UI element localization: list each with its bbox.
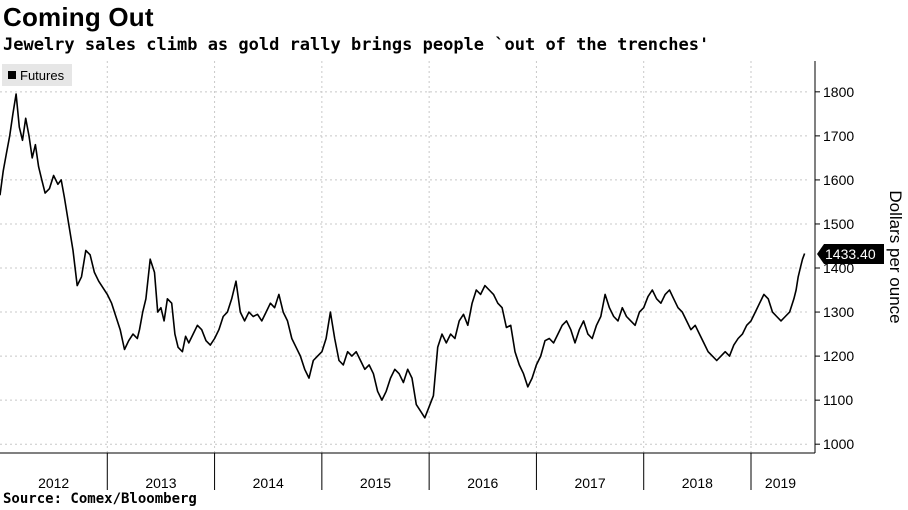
x-tick-label: 2015 — [360, 475, 391, 491]
legend: Futures — [2, 64, 72, 86]
y-axis-label: Dollars per ounce — [886, 190, 905, 323]
chart-title: Coming Out — [3, 2, 154, 32]
y-tick-label: 1200 — [823, 348, 854, 364]
chart-subtitle: Jewelry sales climb as gold rally brings… — [3, 35, 710, 55]
last-value-callout: 1433.40 — [817, 244, 884, 264]
x-tick-label: 2013 — [145, 475, 176, 491]
legend-swatch — [8, 71, 16, 79]
x-tick-label: 2014 — [253, 475, 284, 491]
plot-area — [0, 61, 810, 453]
y-axis-ticks: 1000 1100 1200 1300 1400 1500 1600 1700 1800 — [815, 84, 854, 452]
last-value-label: 1433.40 — [825, 246, 876, 262]
y-tick-label: 1600 — [823, 172, 854, 188]
x-tick-label: 2016 — [467, 475, 498, 491]
y-tick-label: 1700 — [823, 128, 854, 144]
x-tick-label: 2017 — [574, 475, 605, 491]
last-value-callout-shape — [817, 244, 884, 264]
y-tick-label: 1800 — [823, 84, 854, 100]
x-tick-label: 2019 — [765, 475, 796, 491]
legend-label: Futures — [20, 68, 65, 83]
legend-box — [2, 64, 72, 86]
x-tick-label: 2012 — [38, 475, 69, 491]
y-tick-label: 1500 — [823, 216, 854, 232]
futures-series-line — [0, 93, 806, 419]
y-tick-label: 1100 — [823, 392, 853, 408]
y-tick-label: 1400 — [823, 260, 854, 276]
x-tick-label: 2018 — [682, 475, 713, 491]
x-axis-ticks: 2012 2013 2014 2015 2016 2017 2018 2019 — [38, 453, 796, 491]
grid-lines — [0, 61, 810, 453]
y-tick-label: 1300 — [823, 304, 854, 320]
y-tick-label: 1000 — [823, 436, 854, 452]
source-note: Source: Comex/Bloomberg — [3, 491, 197, 507]
